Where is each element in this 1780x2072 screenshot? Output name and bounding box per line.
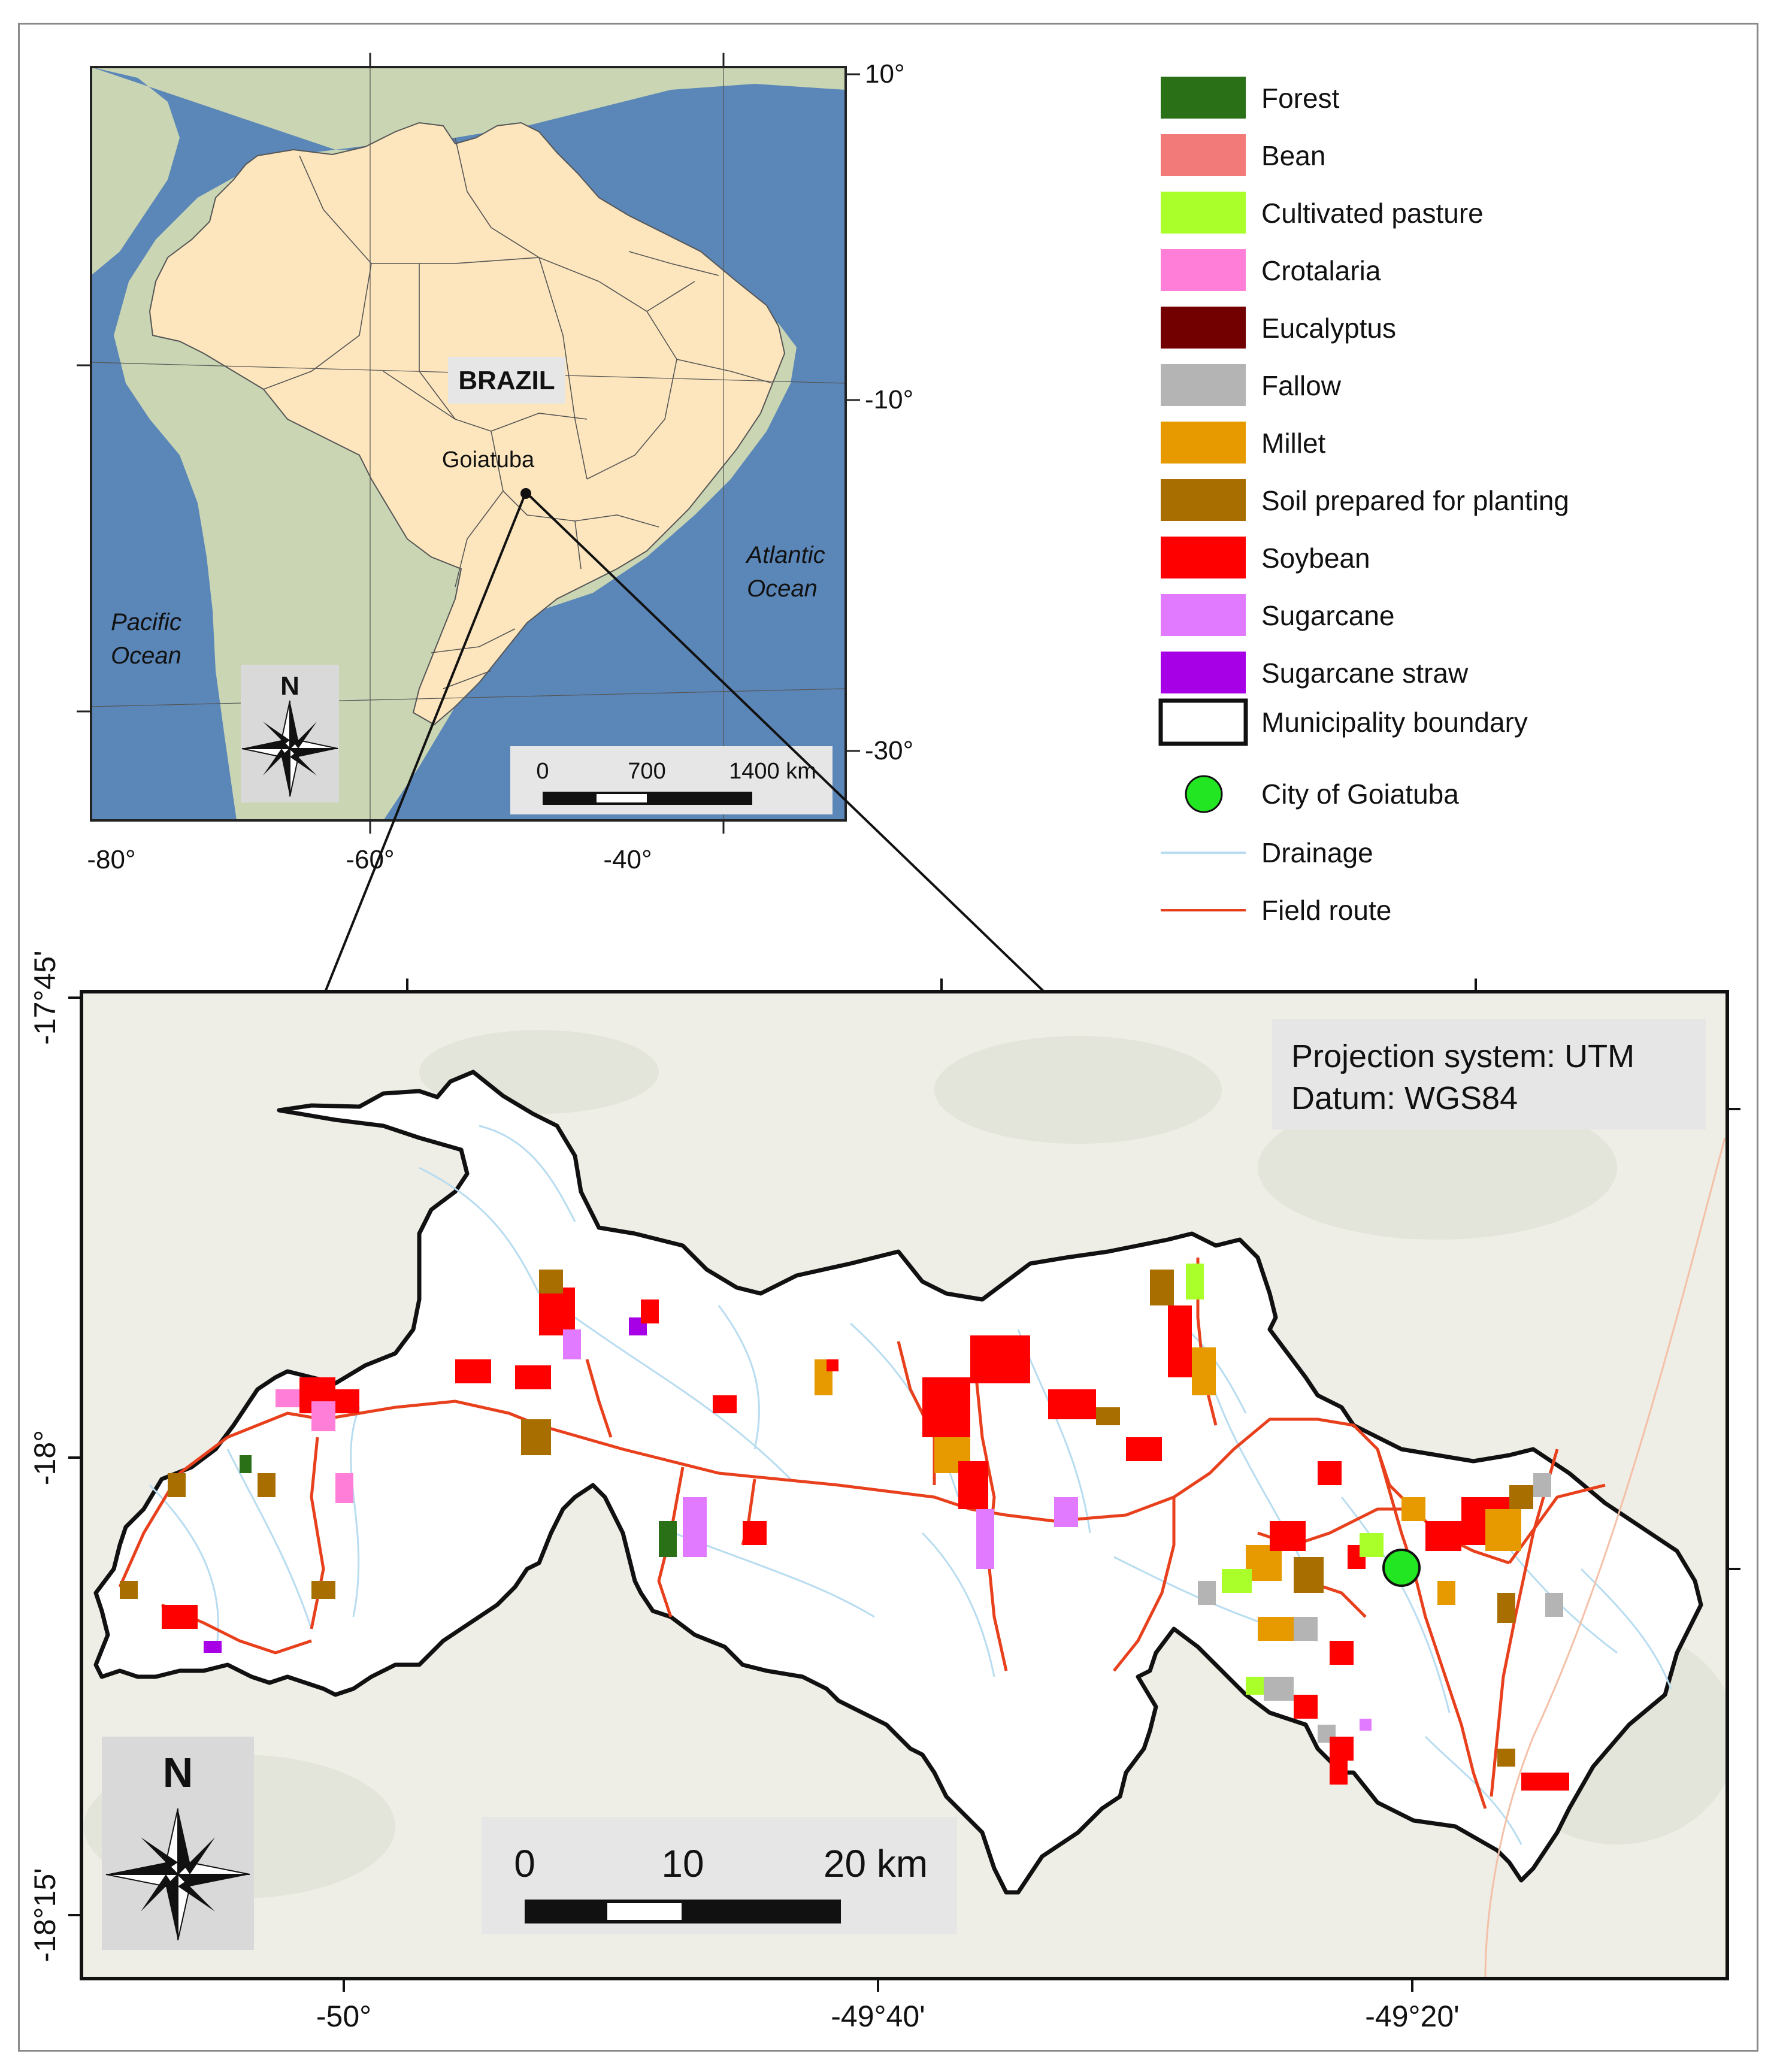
pacific-ocean-label-2: Ocean	[111, 643, 181, 669]
main-scale-0: 0	[514, 1842, 535, 1885]
regional-road	[1484, 1137, 1726, 1979]
inset-compass-icon	[241, 700, 338, 797]
legend-swatch-3	[1161, 249, 1246, 291]
land-use-parcels	[120, 1264, 1569, 1791]
main-scale-bar-gap	[607, 1903, 682, 1920]
datum-text: Datum: WGS84	[1291, 1080, 1518, 1116]
inset-scale-bar-gap	[597, 794, 647, 802]
legend-label-2: Cultivated pasture	[1261, 198, 1484, 229]
projection-system-text: Projection system: UTM	[1291, 1038, 1634, 1074]
legend-swatch-9	[1161, 594, 1246, 636]
main-scale-bar	[525, 1900, 841, 1923]
legend-label-9: Sugarcane	[1261, 600, 1395, 631]
main-compass-icon	[105, 1808, 250, 1941]
legend-label-6: Millet	[1261, 428, 1326, 459]
legend-label-4: Eucalyptus	[1261, 313, 1396, 344]
legend-swatch-2	[1161, 192, 1246, 234]
inset-lon-minus60: -60°	[346, 845, 394, 874]
legend-swatch-6	[1161, 422, 1246, 464]
goiatuba-city-marker	[1382, 1549, 1421, 1587]
lon-tick-49-40: -49°40'	[831, 2000, 925, 2033]
inset-scale-1400: 1400 km	[729, 759, 816, 784]
main-map: Projection system: UTM Datum: WGS84 N 0 …	[28, 950, 1740, 2033]
atlantic-ocean-label-1: Atlantic	[745, 542, 825, 568]
figure-frame	[18, 23, 1758, 2052]
lon-tick-50: -50°	[316, 2000, 371, 2033]
legend-label-5: Fallow	[1261, 370, 1342, 401]
inset-north-label: N	[280, 671, 299, 701]
municipality-polygon	[93, 1070, 1703, 1895]
legend-city-swatch	[1185, 775, 1223, 813]
inset-lon-minus40: -40°	[603, 845, 652, 874]
inset-scale-700: 700	[628, 759, 665, 784]
legend-swatch-8	[1161, 537, 1246, 578]
legend-swatch-7	[1161, 479, 1246, 521]
legend: Forest Bean Cultivated pasture Crotalaria Eu…	[1158, 77, 1569, 926]
legend-boundary-swatch	[1158, 698, 1248, 746]
legend-label-8: Soybean	[1261, 543, 1370, 574]
atlantic-ocean-label-2: Ocean	[747, 575, 818, 602]
legend-city-label: City of Goiatuba	[1261, 778, 1459, 810]
inset-lat-minus10: -10°	[865, 385, 913, 414]
projection-box	[1272, 1019, 1706, 1129]
legend-route-label: Field route	[1261, 895, 1391, 926]
pacific-ocean-label-1: Pacific	[111, 609, 181, 635]
state-boundaries	[263, 137, 773, 689]
legend-swatch-1	[1161, 134, 1246, 176]
legend-swatches: Forest Bean Cultivated pasture Crotalaria Eu…	[1161, 77, 1569, 693]
main-scale-20: 20 km	[824, 1842, 928, 1885]
inset-ticks	[77, 53, 860, 834]
main-map-ticks	[68, 979, 1740, 1992]
legend-label-3: Crotalaria	[1261, 255, 1381, 286]
lon-tick-49-20: -49°20'	[1365, 2000, 1459, 2033]
drainage-network	[149, 1125, 1672, 1845]
inset-lat-10: 10°	[865, 59, 905, 89]
brazil-label: BRAZIL	[458, 366, 555, 395]
brazil-label-box	[448, 357, 565, 404]
legend-swatch-0	[1161, 77, 1246, 119]
legend-swatch-10	[1161, 652, 1246, 693]
legend-boundary-label: Municipality boundary	[1261, 707, 1528, 738]
inset-map: BRAZIL Goiatuba Pacific Ocean Atlantic O…	[77, 53, 913, 874]
field-route	[118, 1258, 1606, 1809]
legend-swatch-5	[1161, 364, 1246, 406]
legend-drainage-label: Drainage	[1261, 837, 1373, 868]
legend-label-1: Bean	[1261, 140, 1325, 171]
legend-label-7: Soil prepared for planting	[1261, 485, 1569, 516]
main-scale-10: 10	[661, 1842, 704, 1885]
legend-label-0: Forest	[1261, 83, 1340, 114]
legend-label-10: Sugarcane straw	[1261, 658, 1469, 689]
legend-swatch-4	[1161, 307, 1246, 349]
inset-scale-bar	[543, 792, 752, 805]
goiatuba-inset-label: Goiatuba	[442, 447, 535, 472]
lat-tick-17-45: -17°45'	[28, 950, 62, 1044]
main-north-label: N	[163, 1749, 193, 1796]
main-map-frame	[80, 990, 1729, 1980]
lat-tick-18-15: -18°15'	[28, 1868, 62, 1962]
inset-lat-minus30: -30°	[865, 736, 913, 765]
inset-scale-0: 0	[536, 759, 549, 784]
inset-lon-minus80: -80°	[87, 845, 135, 874]
lat-tick-18: -18°	[28, 1430, 62, 1485]
inset-frame	[90, 66, 847, 822]
